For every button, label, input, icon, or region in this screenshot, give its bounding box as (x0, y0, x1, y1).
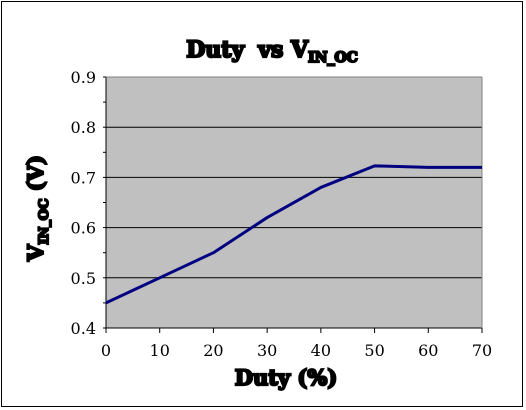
chart-title-sub: IN_OC (308, 50, 358, 66)
y-tick-label: 0.4 (71, 319, 96, 338)
y-axis-title-sub: IN_OC (37, 199, 52, 245)
chart-title-mid: vs V (257, 37, 309, 63)
x-tick-label: 70 (472, 341, 492, 360)
y-tick-label: 0.8 (71, 118, 96, 137)
y-tick-label: 0.9 (71, 68, 96, 87)
y-tick-label: 0.7 (71, 168, 96, 187)
y-tick-labels: 0.4 0.5 0.6 0.7 0.8 0.9 (71, 68, 96, 338)
x-tick-label: 20 (203, 341, 223, 360)
x-tick-label: 0 (101, 341, 111, 360)
x-tick-label: 30 (257, 341, 277, 360)
x-axis-title: Duty (%) (235, 365, 338, 390)
y-axis-title-unit: (V) (23, 155, 48, 198)
y-axis-title-main: V (23, 244, 48, 262)
x-tick-label: 10 (150, 341, 170, 360)
y-tick-label: 0.5 (71, 269, 96, 288)
chart-title-main: Duty (186, 37, 245, 63)
y-axis-title: VIN_OC (V) (23, 155, 52, 262)
series-line (105, 164, 482, 305)
x-tick-label: 40 (311, 341, 331, 360)
axes (103, 76, 483, 333)
x-tick-labels: 0 10 20 30 40 50 60 70 (101, 341, 492, 360)
x-tick-label: 50 (364, 341, 384, 360)
x-tick-label: 60 (418, 341, 438, 360)
chart-title: Duty vs VIN_OC (186, 37, 358, 66)
y-tick-label: 0.6 (71, 219, 96, 238)
series-group (105, 164, 483, 305)
